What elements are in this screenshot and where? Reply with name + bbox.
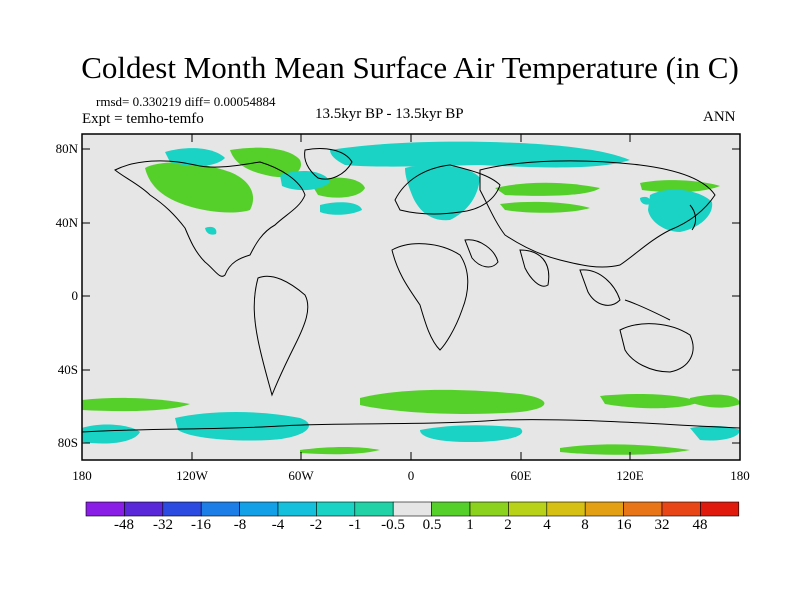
colorbar-swatch-8	[392, 501, 432, 517]
colorbar-swatch-12	[546, 501, 586, 517]
field-siberia-green	[495, 182, 600, 196]
field-small-cyan	[205, 226, 217, 235]
colorbar-label: 32	[654, 517, 670, 533]
colorbar-swatch-10	[469, 501, 509, 517]
field-canada-green	[230, 147, 301, 178]
experiment-label: Expt = temho-temfo	[82, 111, 204, 127]
colorbar-swatch-13	[584, 501, 624, 517]
x-tick-label: 60E	[510, 468, 532, 483]
colorbar-label: -1	[348, 517, 362, 533]
colorbar-swatch-5	[277, 501, 317, 517]
colorbar-label: -16	[191, 517, 211, 533]
field-antarctic-green	[300, 447, 380, 455]
coast-north-america	[114, 160, 306, 277]
coast-arabia-india	[464, 239, 550, 287]
colorbar-swatch-0	[85, 501, 125, 517]
colorbar-swatch-16	[700, 501, 740, 517]
y-tick-label: 0	[71, 288, 79, 303]
colorbar-swatch-1	[124, 501, 164, 517]
x-tick-label: 60W	[288, 468, 314, 483]
y-tick-label: 80S	[57, 435, 78, 450]
field-south-ocean-green-4	[690, 394, 740, 408]
field-hudson-cyan	[165, 148, 225, 167]
colorbar-label: 4	[543, 517, 551, 533]
colorbar-label: -8	[233, 517, 247, 533]
field-antarctic-cyan-3	[420, 425, 523, 442]
field-east-asia-green	[500, 201, 590, 213]
colorbar-label: 48	[692, 517, 708, 533]
coast-australia	[619, 323, 694, 373]
colorbar-swatch-4	[239, 501, 279, 517]
field-antarctic-cyan	[82, 424, 140, 444]
y-tick-label: 40N	[55, 215, 78, 230]
colorbar-label: -48	[114, 517, 134, 533]
x-tick-label: 120W	[176, 468, 208, 483]
stats-text: rmsd= 0.330219 diff= 0.00054884	[96, 94, 276, 109]
colorbar-label: 16	[616, 517, 632, 533]
x-tick-label: 180	[72, 468, 92, 483]
colorbar-label: -32	[153, 517, 173, 533]
field-europe-cyan	[405, 165, 480, 221]
coast-greenland	[304, 148, 353, 180]
colorbar-label: 0.5	[422, 517, 442, 533]
chart-title: Coldest Month Mean Surface Air Temperatu…	[81, 50, 739, 85]
coast-se-asia	[579, 269, 671, 321]
comparison-label: 13.5kyr BP - 13.5kyr BP	[315, 106, 464, 122]
coast-antarctica	[82, 419, 740, 433]
colorbar-swatch-7	[354, 501, 394, 517]
colorbar-swatch-11	[508, 501, 548, 517]
x-tick-label: 0	[407, 468, 415, 483]
field-japan-cyan	[648, 189, 713, 232]
colorbar-label: -0.5	[381, 517, 405, 533]
colorbar-label: 8	[581, 517, 589, 533]
field-south-pacific-green	[560, 444, 690, 455]
axis-ticks	[82, 134, 740, 460]
coast-japan	[689, 204, 697, 231]
colorbar-swatch-9	[431, 501, 471, 517]
season-label: ANN	[703, 109, 736, 125]
colorbar-swatch-3	[200, 501, 240, 517]
field-south-ocean-green-2	[360, 389, 545, 414]
y-tick-label: 80N	[55, 141, 78, 156]
field-antarctic-cyan-4	[690, 425, 740, 441]
colorbar-swatch-14	[623, 501, 663, 517]
field-south-ocean-green	[82, 397, 190, 412]
field-labrador-cyan	[280, 170, 330, 191]
colorbar-label: -2	[309, 517, 323, 533]
field-south-ocean-green-3	[600, 394, 700, 409]
y-tick-label: 40S	[57, 362, 78, 377]
x-tick-label: 180	[730, 468, 750, 483]
coastlines	[82, 148, 740, 433]
colorbar-swatch-2	[162, 501, 202, 517]
coast-asia	[479, 160, 716, 268]
colorbar-label: 2	[504, 517, 512, 533]
colorbar-swatch-15	[661, 501, 701, 517]
x-tick-label: 120E	[616, 468, 644, 483]
colorbar-label: -4	[271, 517, 285, 533]
field-north-atlantic-cyan	[320, 202, 362, 215]
field-far-east-green	[640, 180, 720, 193]
field-antarctic-cyan-2	[175, 412, 309, 441]
coast-south-america	[253, 275, 309, 397]
colorbar	[85, 501, 740, 517]
colorbar-swatch-6	[316, 501, 356, 517]
field-small-cyan-2	[640, 196, 651, 205]
field-alaska-green	[145, 162, 254, 213]
coast-europe	[394, 164, 501, 215]
colorbar-label: 1	[466, 517, 474, 533]
coast-africa	[391, 243, 469, 351]
